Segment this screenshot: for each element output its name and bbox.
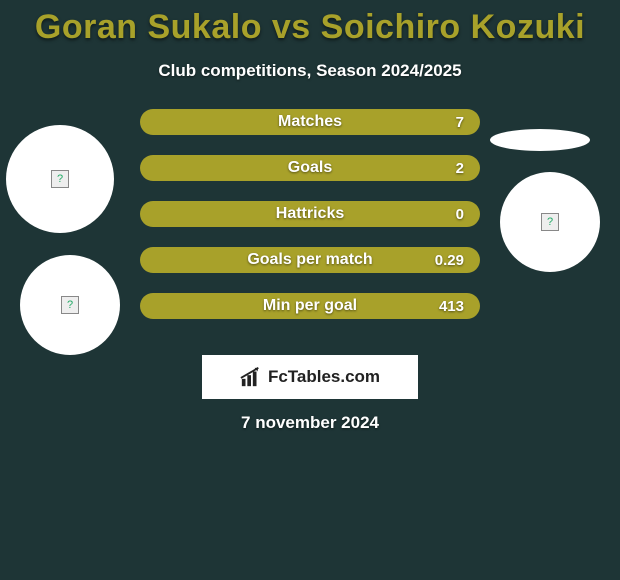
bar-chart-icon bbox=[240, 366, 262, 388]
bar-matches: Matches 7 bbox=[140, 109, 480, 135]
bar-label: Min per goal bbox=[263, 297, 357, 315]
player-avatar-right: ? bbox=[500, 172, 600, 272]
bar-value: 7 bbox=[456, 114, 464, 131]
bar-value: 0.29 bbox=[435, 252, 464, 269]
missing-image-icon: ? bbox=[51, 170, 69, 188]
bar-label: Goals per match bbox=[247, 251, 372, 269]
decorative-ellipse bbox=[490, 129, 590, 151]
page-title: Goran Sukalo vs Soichiro Kozuki bbox=[35, 8, 585, 47]
bar-label: Goals bbox=[288, 159, 332, 177]
player-avatar-left-top: ? bbox=[6, 125, 114, 233]
stat-bars: Matches 7 Goals 2 Hattricks 0 Goals per … bbox=[140, 109, 480, 319]
player-avatar-left-bottom: ? bbox=[20, 255, 120, 355]
missing-image-icon: ? bbox=[541, 213, 559, 231]
bar-hattricks: Hattricks 0 bbox=[140, 201, 480, 227]
bar-goals-per-match: Goals per match 0.29 bbox=[140, 247, 480, 273]
bar-goals: Goals 2 bbox=[140, 155, 480, 181]
page-subtitle: Club competitions, Season 2024/2025 bbox=[158, 61, 461, 81]
missing-image-icon: ? bbox=[61, 296, 79, 314]
content-area: Matches 7 Goals 2 Hattricks 0 Goals per … bbox=[0, 109, 620, 580]
date-label: 7 november 2024 bbox=[241, 413, 379, 433]
bar-value: 2 bbox=[456, 160, 464, 177]
bar-min-per-goal: Min per goal 413 bbox=[140, 293, 480, 319]
bar-label: Matches bbox=[278, 113, 342, 131]
page-root: Goran Sukalo vs Soichiro Kozuki Club com… bbox=[0, 0, 620, 580]
bar-label: Hattricks bbox=[276, 205, 344, 223]
site-logo: FcTables.com bbox=[202, 355, 418, 399]
bar-value: 413 bbox=[439, 298, 464, 315]
bar-value: 0 bbox=[456, 206, 464, 223]
logo-text: FcTables.com bbox=[268, 367, 380, 387]
